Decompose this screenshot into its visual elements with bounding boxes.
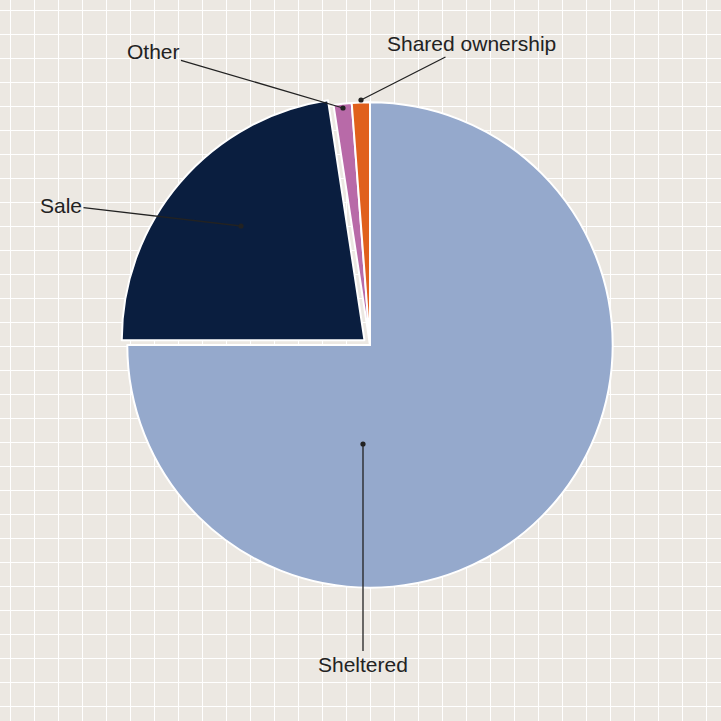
svg-text:Shared ownership: Shared ownership [387, 32, 556, 55]
svg-text:Sheltered: Sheltered [318, 653, 408, 676]
svg-text:Sale: Sale [40, 194, 82, 217]
svg-text:Other: Other [127, 40, 180, 63]
